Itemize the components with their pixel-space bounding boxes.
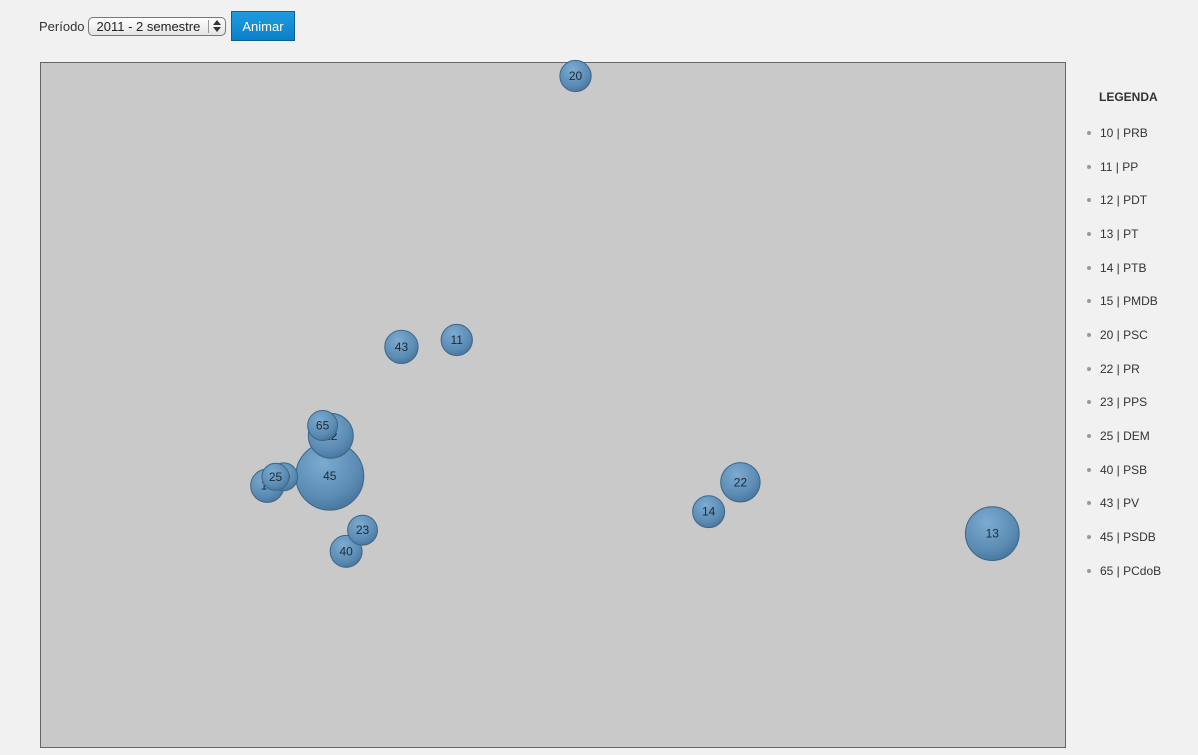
bullet-icon xyxy=(1087,198,1091,203)
legend-item-label: 10 | PRB xyxy=(1100,125,1148,140)
bubble-45[interactable]: 45 xyxy=(295,441,365,511)
legend-item-prb: 10 | PRB xyxy=(1086,116,1196,150)
bubble-label: 25 xyxy=(269,470,283,484)
bubble-label: 14 xyxy=(702,505,716,519)
bullet-icon xyxy=(1087,467,1091,472)
legend-item-label: 65 | PCdoB xyxy=(1100,563,1162,578)
legend-item-pps: 23 | PPS xyxy=(1086,386,1196,420)
animate-button[interactable]: Animar xyxy=(231,11,295,41)
legend-item-label: 14 | PTB xyxy=(1100,260,1147,275)
bubble-circle xyxy=(347,514,378,546)
bubble-20[interactable]: 20 xyxy=(559,59,592,93)
bubble-13[interactable]: 13 xyxy=(964,506,1020,561)
bubble-label: 43 xyxy=(395,340,409,354)
bubble-25[interactable]: 25 xyxy=(261,462,290,491)
bubble-chart-area: 4513122243154014201165231025 xyxy=(40,59,1066,748)
legend-item-label: 22 | PR xyxy=(1100,361,1140,376)
updown-arrows-icon xyxy=(213,20,222,32)
bubble-chart: 4513122243154014201165231025 xyxy=(250,59,1020,568)
bubble-circle xyxy=(720,462,761,503)
legend-item-dem: 25 | DEM xyxy=(1086,419,1196,453)
bubble-label: 20 xyxy=(569,69,583,83)
legend-item-ptb: 14 | PTB xyxy=(1086,251,1196,285)
legend-item-pp: 11 | PP xyxy=(1086,150,1196,184)
bubble-circle xyxy=(261,462,290,491)
bullet-icon xyxy=(1087,130,1091,135)
legend-item-pdt: 12 | PDT xyxy=(1086,183,1196,217)
legend-list: 10 | PRB 11 | PP 12 | PDT 13 | PT 14 | PTB 15… xyxy=(1086,116,1196,588)
bubble-circle xyxy=(559,59,592,93)
bullet-icon xyxy=(1087,400,1091,405)
bullet-icon xyxy=(1087,501,1091,506)
bullet-icon xyxy=(1087,332,1091,337)
bubble-22[interactable]: 22 xyxy=(720,462,761,503)
legend-item-pt: 13 | PT xyxy=(1086,217,1196,251)
legend-item-label: 13 | PT xyxy=(1100,226,1139,241)
bullet-icon xyxy=(1087,366,1091,371)
bullet-icon xyxy=(1087,164,1091,169)
bubble-40[interactable]: 40 xyxy=(329,534,363,568)
bubble-label: 22 xyxy=(734,475,748,489)
legend-item-label: 15 | PMDB xyxy=(1100,294,1158,309)
legend-item-label: 45 | PSDB xyxy=(1100,530,1156,545)
bullet-icon xyxy=(1087,231,1091,236)
legend-item-pr: 22 | PR xyxy=(1086,352,1196,386)
bullet-icon xyxy=(1087,535,1091,540)
bubble-label: 13 xyxy=(986,527,1000,541)
period-select-value: 2011 - 2 semestre xyxy=(96,18,201,34)
bubble-circle xyxy=(440,323,473,357)
legend-item-pmdb: 15 | PMDB xyxy=(1086,284,1196,318)
bullet-icon xyxy=(1087,299,1091,304)
bubble-label: 11 xyxy=(451,333,464,347)
bubble-11[interactable]: 11 xyxy=(440,323,473,357)
legend-item-psc: 20 | PSC xyxy=(1086,318,1196,352)
bubble-23[interactable]: 23 xyxy=(347,514,378,546)
bubble-circle xyxy=(329,534,363,568)
bullet-icon xyxy=(1087,434,1091,439)
legend-item-label: 40 | PSB xyxy=(1100,462,1148,477)
legend-item-pv: 43 | PV xyxy=(1086,487,1196,521)
legend-item-label: 25 | DEM xyxy=(1100,429,1150,444)
bubble-43[interactable]: 43 xyxy=(384,329,419,365)
bubble-circle xyxy=(307,410,339,441)
bubble-14[interactable]: 14 xyxy=(692,495,726,529)
legend-item-pcdob: 65 | PCdoB xyxy=(1086,554,1196,588)
legend: LEGENDA 10 | PRB 11 | PP 12 | PDT 13 | PT 14… xyxy=(1086,80,1196,588)
bubble-label: 23 xyxy=(356,523,370,537)
legend-item-label: 43 | PV xyxy=(1100,496,1140,511)
bullet-icon xyxy=(1087,265,1091,270)
toolbar: Período 2011 - 2 semestre Animar xyxy=(39,11,295,41)
bullet-icon xyxy=(1087,568,1091,573)
bubble-label: 65 xyxy=(316,419,330,433)
legend-item-psb: 40 | PSB xyxy=(1086,453,1196,487)
bubble-65[interactable]: 65 xyxy=(307,410,339,441)
legend-item-label: 23 | PPS xyxy=(1100,395,1148,410)
bubble-circle xyxy=(692,495,726,529)
period-select[interactable]: 2011 - 2 semestre xyxy=(87,16,227,36)
bubble-circle xyxy=(964,506,1020,561)
bubble-circle xyxy=(384,329,419,365)
legend-item-label: 11 | PP xyxy=(1100,159,1139,174)
legend-item-psdb: 45 | PSDB xyxy=(1086,520,1196,554)
period-label: Período xyxy=(39,18,85,34)
select-divider xyxy=(208,19,210,33)
legend-title: LEGENDA xyxy=(1099,90,1158,104)
bubble-label: 45 xyxy=(323,469,337,483)
legend-item-label: 20 | PSC xyxy=(1100,327,1148,342)
legend-item-label: 12 | PDT xyxy=(1100,193,1148,208)
bubble-label: 40 xyxy=(339,544,353,558)
